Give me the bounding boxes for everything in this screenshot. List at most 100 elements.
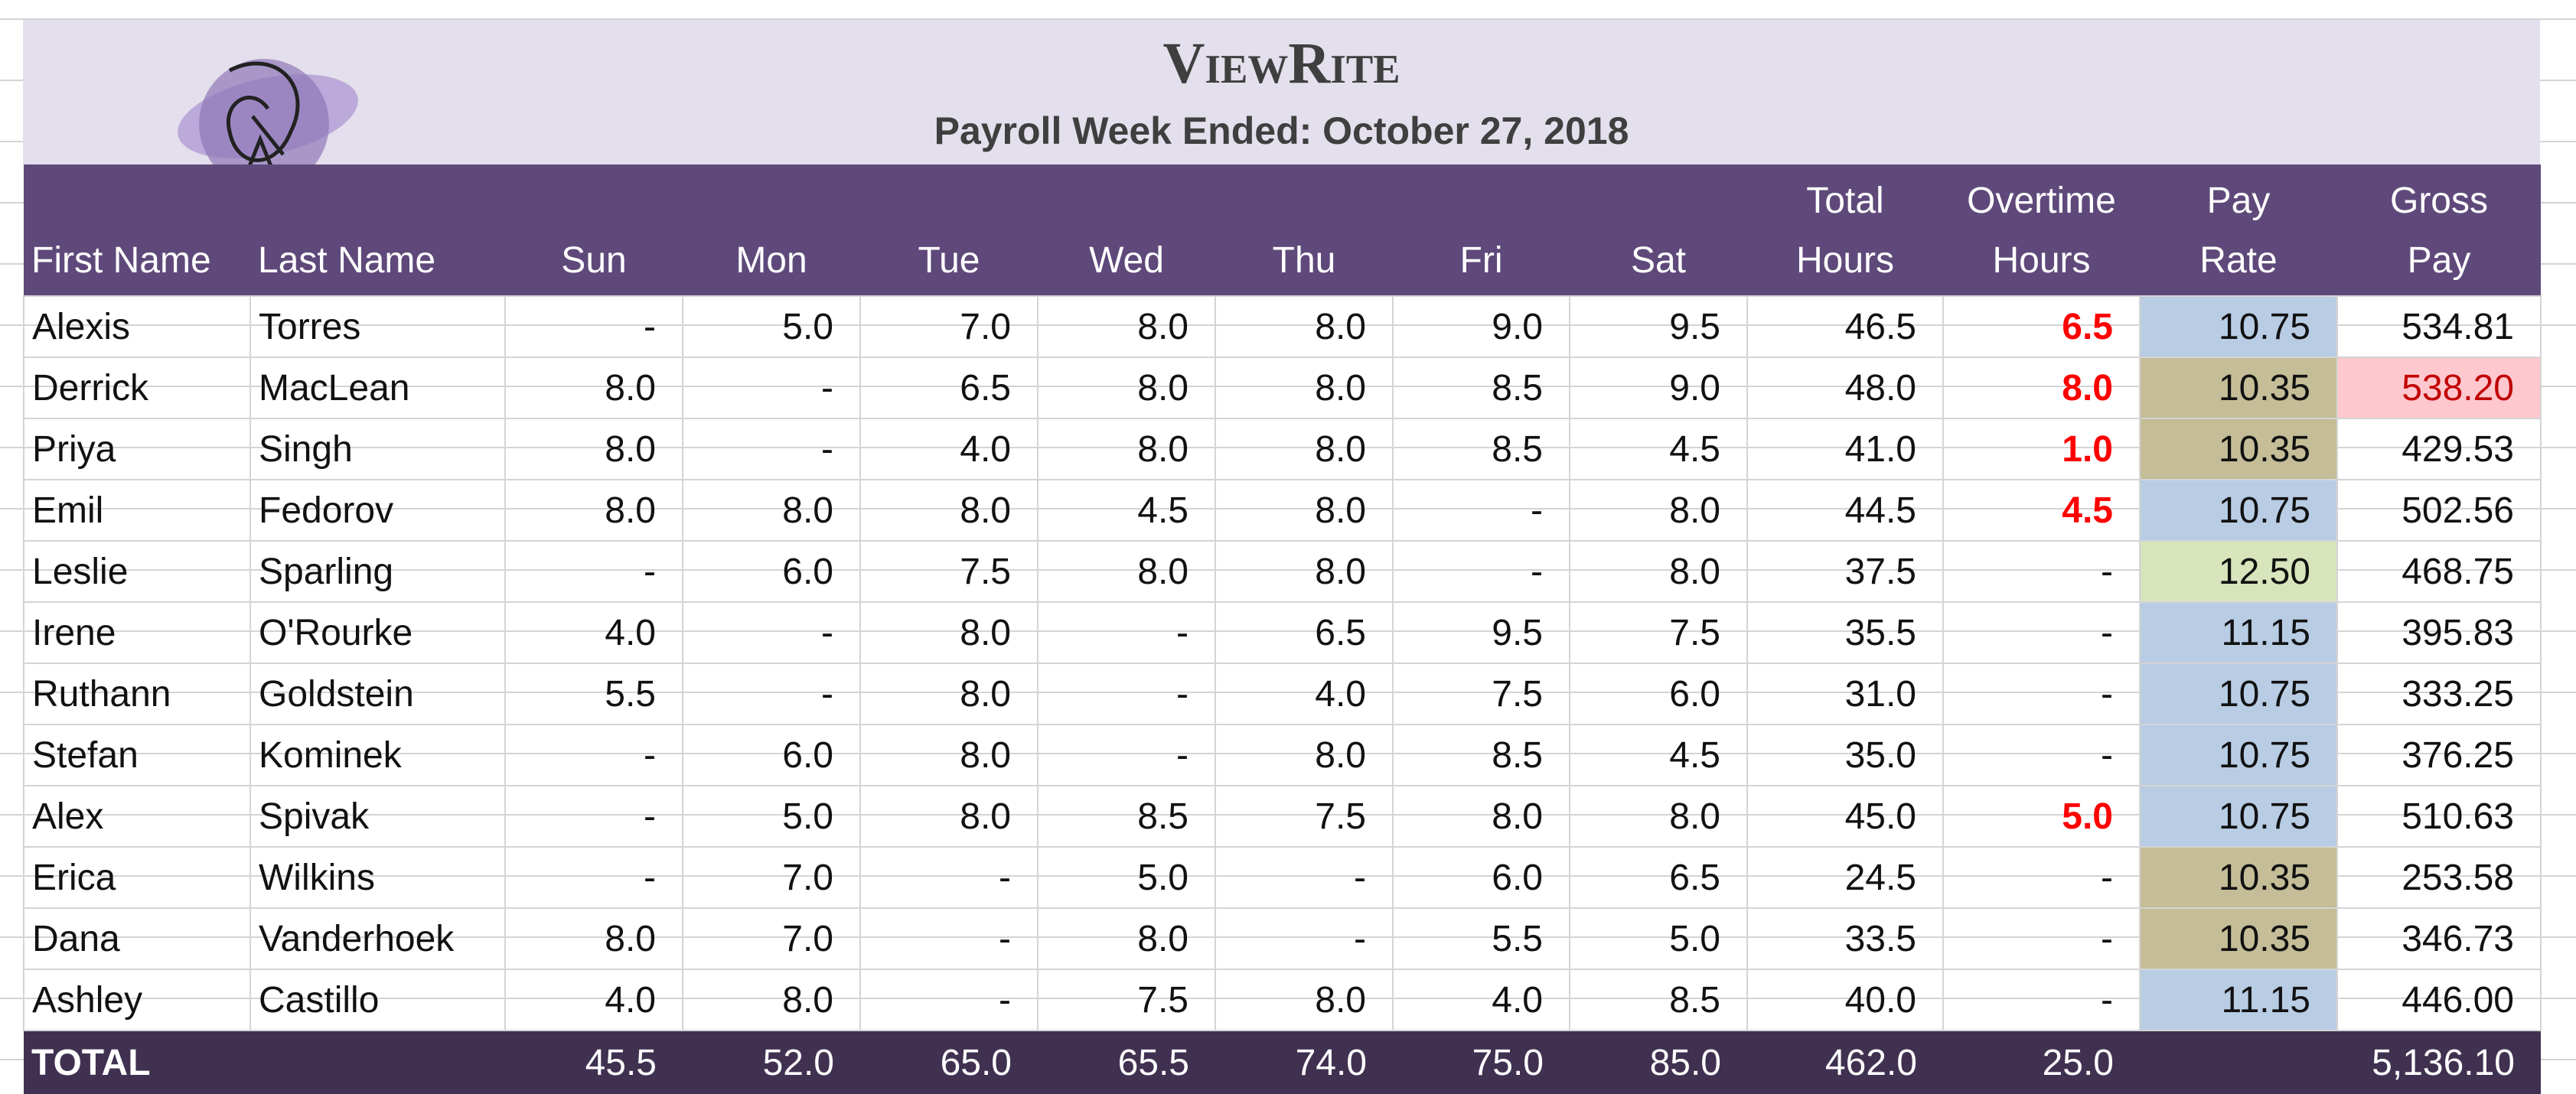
value-cell: 8.0	[1037, 295, 1216, 358]
name-cell: Leslie	[23, 540, 251, 603]
table-row: Alex Spivak -5.0 8.0 8.5 7.5 8.0 8.0 45.0 5.0 10.7…	[23, 785, 2542, 848]
value-cell: 7.5	[1215, 785, 1394, 848]
value-cell: 35.5	[1746, 601, 1944, 664]
value-cell: 8.0	[1215, 969, 1394, 1031]
value-cell: 6.5	[1942, 295, 2141, 358]
name-cell: Vanderhoek	[249, 907, 506, 970]
value-cell: 10.35	[2139, 418, 2338, 480]
value-cell: 41.0	[1746, 418, 1944, 480]
value-cell: 8.0	[1392, 785, 1570, 848]
value-cell: -	[682, 663, 861, 725]
value-cell: 8.0	[859, 479, 1039, 542]
column-header: Overtime Hours	[1943, 164, 2140, 296]
value-cell: -	[1037, 601, 1216, 664]
value-cell: 6.0	[682, 724, 861, 786]
value-cell: -	[1215, 907, 1394, 970]
name-cell: Castillo	[249, 969, 506, 1031]
value-cell: -	[504, 724, 683, 786]
value-cell: -	[1392, 479, 1570, 542]
value-cell: 8.0	[1569, 479, 1748, 542]
value-cell: 33.5	[1746, 907, 1944, 970]
value-cell: 538.20	[2336, 357, 2542, 419]
table-row: Alexis Torres -5.0 7.0 8.0 8.0 9.0 9.5 46.5 6.5 10…	[23, 295, 2542, 358]
value-cell: -	[1942, 540, 2141, 603]
value-cell: 8.0	[859, 601, 1039, 664]
total-label: TOTAL	[24, 1031, 505, 1094]
name-cell: Kominek	[249, 724, 506, 786]
value-cell: 5.0	[682, 295, 861, 358]
name-cell: Alexis	[23, 295, 251, 358]
value-cell: 8.0	[859, 785, 1039, 848]
value-cell: 253.58	[2336, 846, 2542, 909]
value-cell: -	[859, 846, 1039, 909]
value-cell: 8.0	[504, 357, 683, 419]
value-cell: 5.0	[1037, 846, 1216, 909]
value-cell: 429.53	[2336, 418, 2542, 480]
total-cell: 85.0	[1570, 1031, 1747, 1094]
value-cell: 510.63	[2336, 785, 2542, 848]
total-cell: 5,136.10	[2337, 1031, 2541, 1094]
value-cell: 8.0	[1215, 295, 1394, 358]
value-cell: 10.75	[2139, 785, 2338, 848]
value-cell: 35.0	[1746, 724, 1944, 786]
column-header: Sat	[1570, 164, 1747, 296]
table-row: Ruthann Goldstein 5.5-8.0-4.0 7.5 6.0 31.0-10…	[23, 663, 2542, 725]
value-cell: -	[1037, 663, 1216, 725]
value-cell: 534.81	[2336, 295, 2542, 358]
value-cell: 7.0	[859, 295, 1039, 358]
value-cell: 8.0	[1037, 907, 1216, 970]
value-cell: 8.0	[1215, 540, 1394, 603]
value-cell: -	[682, 601, 861, 664]
value-cell: 8.0	[504, 418, 683, 480]
value-cell: 8.0	[504, 479, 683, 542]
table-row: Emil Fedorov 8.0 8.0 8.0 4.5 8.0-8.0 44.5 4.5 10.…	[23, 479, 2542, 542]
value-cell: 4.5	[1569, 724, 1748, 786]
value-cell: 8.0	[859, 663, 1039, 725]
value-cell: 4.0	[859, 418, 1039, 480]
value-cell: 6.5	[859, 357, 1039, 419]
value-cell: 9.5	[1569, 295, 1748, 358]
name-cell: Priya	[23, 418, 251, 480]
value-cell: 8.0	[504, 907, 683, 970]
column-header: Thu	[1215, 164, 1393, 296]
name-cell: Singh	[249, 418, 506, 480]
value-cell: 4.0	[1392, 969, 1570, 1031]
total-blank	[2140, 1031, 2337, 1094]
value-cell: 8.5	[1392, 724, 1570, 786]
value-cell: 44.5	[1746, 479, 1944, 542]
value-cell: 8.0	[1569, 785, 1748, 848]
value-cell: -	[682, 357, 861, 419]
value-cell: 10.75	[2139, 724, 2338, 786]
value-cell: 8.5	[1037, 785, 1216, 848]
value-cell: 10.35	[2139, 357, 2338, 419]
value-cell: 6.0	[1392, 846, 1570, 909]
total-cell: 25.0	[1943, 1031, 2140, 1094]
table-row: Derrick MacLean 8.0-6.5 8.0 8.0 8.5 9.0 48.0 8.0…	[23, 357, 2542, 419]
value-cell: 8.0	[1215, 357, 1394, 419]
name-cell: O'Rourke	[249, 601, 506, 664]
value-cell: 9.0	[1392, 295, 1570, 358]
value-cell: 40.0	[1746, 969, 1944, 1031]
total-cell: 462.0	[1747, 1031, 1943, 1094]
value-cell: 4.0	[504, 969, 683, 1031]
value-cell: 8.5	[1569, 969, 1748, 1031]
value-cell: 11.15	[2139, 969, 2338, 1031]
value-cell: 8.0	[1215, 724, 1394, 786]
value-cell: 4.5	[1569, 418, 1748, 480]
name-cell: MacLean	[249, 357, 506, 419]
value-cell: 4.5	[1942, 479, 2141, 542]
total-cell: 74.0	[1215, 1031, 1393, 1094]
value-cell: 346.73	[2336, 907, 2542, 970]
value-cell: 5.5	[1392, 907, 1570, 970]
value-cell: 5.0	[682, 785, 861, 848]
column-header: Last Name	[250, 164, 505, 296]
value-cell: 45.0	[1746, 785, 1944, 848]
value-cell: 7.5	[1569, 601, 1748, 664]
value-cell: 8.0	[1215, 418, 1394, 480]
total-cell: 65.5	[1038, 1031, 1215, 1094]
value-cell: 8.0	[1037, 357, 1216, 419]
brand: ViewRite	[1162, 31, 1400, 96]
value-cell: -	[1942, 724, 2141, 786]
column-header: Gross Pay	[2337, 164, 2541, 296]
